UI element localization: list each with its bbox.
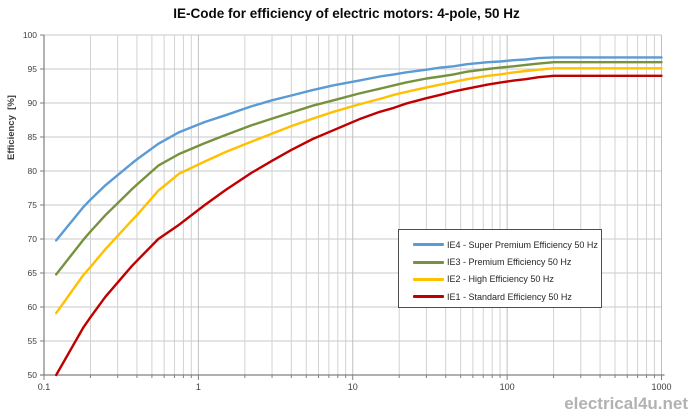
svg-text:1: 1 <box>196 382 201 392</box>
svg-text:10: 10 <box>348 382 358 392</box>
svg-text:100: 100 <box>500 382 515 392</box>
svg-text:70: 70 <box>28 234 38 244</box>
legend-line-swatch-ie4 <box>413 243 444 247</box>
svg-text:55: 55 <box>28 336 38 346</box>
series-ie4 <box>55 56 663 242</box>
legend-line-swatch-ie2 <box>413 277 444 281</box>
legend-item-ie4: IE4 - Super Premium Efficiency 50 Hz <box>413 236 601 253</box>
legend-item-label: IE4 - Super Premium Efficiency 50 Hz <box>447 239 598 250</box>
axis-ticks <box>40 34 662 380</box>
chart-title: IE-Code for efficiency of electric motor… <box>173 6 520 21</box>
legend-item-ie2: IE2 - High Efficiency 50 Hz <box>413 271 601 288</box>
legend-item-ie1: IE1 - Standard Efficiency 50 Hz <box>413 288 601 305</box>
svg-text:85: 85 <box>28 132 38 142</box>
x-tick-labels: 0.1 1 10 100 1000 <box>38 382 672 392</box>
axis-lines <box>40 35 665 376</box>
legend-line-swatch-ie1 <box>413 295 444 299</box>
svg-text:0.1: 0.1 <box>38 382 51 392</box>
legend-line-swatch-ie3 <box>413 260 444 264</box>
series-ie1 <box>55 74 663 377</box>
svg-text:90: 90 <box>28 98 38 108</box>
watermark: electrical4u.net <box>564 394 688 413</box>
svg-text:75: 75 <box>28 200 38 210</box>
legend-item-label: IE1 - Standard Efficiency 50 Hz <box>447 291 572 302</box>
svg-text:65: 65 <box>28 268 38 278</box>
svg-text:60: 60 <box>28 302 38 312</box>
legend-item-label: IE2 - High Efficiency 50 Hz <box>447 274 554 285</box>
series-ie2 <box>55 67 663 315</box>
legend-item-ie3: IE3 - Premium Efficiency 50 Hz <box>413 253 601 270</box>
series-ie3 <box>55 61 663 276</box>
svg-text:80: 80 <box>28 166 38 176</box>
svg-text:1000: 1000 <box>651 382 671 392</box>
svg-text:50: 50 <box>28 370 38 380</box>
y-tick-labels: 100 95 90 85 80 75 70 65 60 55 50 <box>23 30 37 380</box>
legend-item-label: IE3 - Premium Efficiency 50 Hz <box>447 257 572 268</box>
svg-text:95: 95 <box>28 64 38 74</box>
legend: IE4 - Super Premium Efficiency 50 Hz IE3 … <box>398 229 602 308</box>
svg-text:100: 100 <box>23 30 37 40</box>
